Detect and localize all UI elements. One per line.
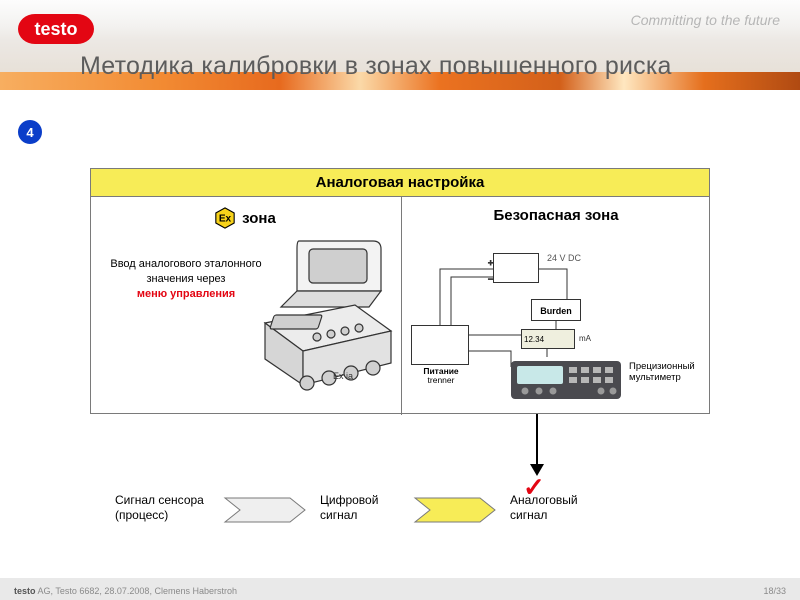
burden-box: Burden [531,299,581,321]
flow-label-digital: Цифровойсигнал [320,493,410,523]
isolator-label: Питание trenner [411,367,471,385]
chevron-2 [415,498,495,522]
exia-label: Ex ia [333,371,353,381]
left-text-line2: значения через [147,273,226,285]
footer-rest: AG, Testo 6682, 28.07.2008, Clemens Habe… [36,586,237,596]
lcd-unit: mA [579,334,591,343]
flow-label-sensor: Сигнал сенсора(процесс) [115,493,220,523]
brand-logo: testo [18,12,94,46]
panel-title: Аналоговая настройка [91,169,709,197]
arrow-down-shaft [536,414,538,466]
transmitter-device-icon [251,239,401,399]
panel-body: Ex зона Ввод аналогового эталонного знач… [91,197,709,415]
vertical-divider [401,197,402,415]
svg-text:Ex: Ex [219,214,232,225]
right-diagram: + − 24 V DC Burden [411,233,701,413]
tagline: Committing to the future [631,12,780,28]
psu-box-icon [493,253,539,283]
multimeter-label-l1: Прецизионный [629,361,695,372]
footer-text: testo AG, Testo 6682, 28.07.2008, Clemen… [14,586,237,596]
diagram-panel: Аналоговая настройка Ex зона Ввод аналог… [90,168,710,414]
safe-zone-header: Безопасная зона [403,207,709,225]
ex-zone-word: зона [242,210,276,227]
left-text-menu: меню управления [137,288,235,300]
isolator-label-l2: trenner [428,375,455,385]
chevron-1 [225,498,305,522]
safe-zone-title: Безопасная зона [493,207,618,224]
footer-page: 18/33 [763,586,786,596]
brand-logo-text: testo [34,19,77,39]
slide-title: Методика калибровки в зонах повышенного … [80,52,672,81]
step-badge: 4 [18,120,42,144]
multimeter-label-l2: мультиметр [629,372,681,383]
lcd-readout: 12.34 [521,329,575,349]
flow-label-analog: Аналоговыйсигнал [510,493,610,523]
isolator-box-icon [411,325,469,365]
left-body-text: Ввод аналогового эталонного значения чер… [101,257,271,302]
psu-label: 24 V DC [547,253,581,263]
ex-zone-header: Ex зона [91,207,399,234]
ex-hazard-icon: Ex [214,207,236,229]
left-text-line1: Ввод аналогового эталонного [110,258,261,270]
multimeter-icon [511,357,621,402]
footer-brand: testo [14,586,36,596]
multimeter-label: Прецизионный мультиметр [629,361,699,384]
signal-flow: ✓ Сигнал сенсора(процесс) Цифровойсигнал… [115,490,685,532]
